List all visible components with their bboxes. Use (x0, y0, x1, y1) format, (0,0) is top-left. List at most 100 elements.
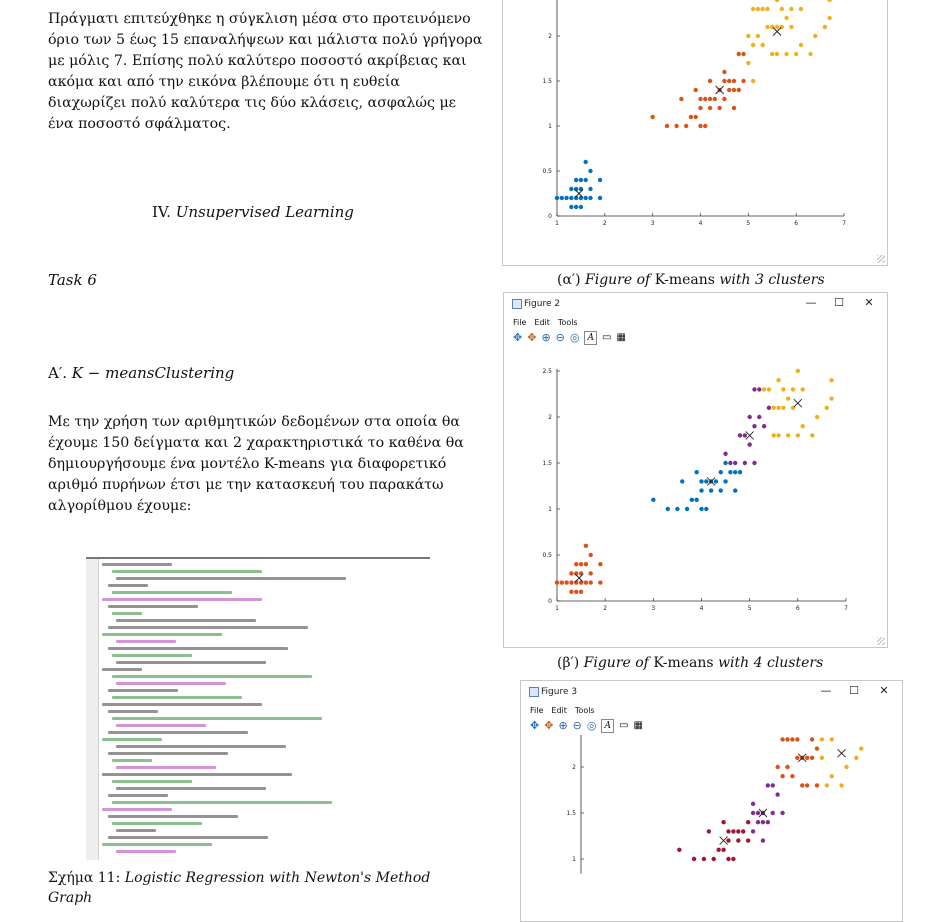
caption-text-cont: Graph (48, 890, 93, 906)
data-point (746, 33, 751, 39)
data-point (554, 580, 560, 585)
code-line (116, 766, 216, 769)
minimize-icon[interactable]: — (805, 296, 817, 309)
centroid-marker (772, 27, 782, 36)
data-cursor-icon[interactable]: ✥ (527, 331, 537, 344)
data-point (679, 96, 684, 102)
y-tick-label: 2 (548, 414, 552, 421)
data-point (569, 571, 574, 576)
data-point (814, 414, 820, 420)
centroid-marker (574, 189, 584, 198)
data-point (721, 847, 726, 852)
data-point (780, 810, 785, 816)
grid-icon[interactable]: ▦ (616, 332, 626, 343)
maximize-icon[interactable]: ☐ (834, 296, 844, 309)
data-point (569, 195, 574, 201)
x-tick-label: 4 (700, 605, 704, 612)
y-tick-label: 0.5 (542, 168, 552, 175)
data-point (588, 168, 593, 174)
code-line (112, 801, 332, 804)
task-label: Task 6 (48, 271, 97, 289)
text-insert-icon[interactable]: A (601, 719, 614, 733)
data-point (726, 829, 731, 834)
y-tick-label: 1 (572, 856, 576, 863)
data-point (750, 78, 756, 84)
code-line (112, 717, 322, 720)
close-icon[interactable]: ✕ (879, 684, 889, 697)
data-point (844, 764, 849, 770)
data-point (827, 0, 832, 3)
data-point (746, 60, 751, 66)
zoom-out-icon[interactable]: ⊖ (572, 719, 582, 732)
caption-label: (α′) (557, 272, 581, 288)
text-insert-icon[interactable]: A (584, 331, 597, 345)
data-point (829, 774, 834, 779)
x-tick-label: 6 (796, 605, 800, 612)
data-point (723, 479, 728, 484)
pan-icon[interactable]: ✥ (530, 719, 540, 732)
grid-icon[interactable]: ▦ (633, 720, 643, 731)
data-point (731, 856, 736, 862)
menu-bar: File Edit Tools (521, 703, 902, 717)
legend-icon[interactable]: ▭ (618, 720, 629, 731)
x-tick-label: 3 (651, 220, 655, 227)
data-point (731, 87, 737, 93)
menu-file[interactable]: File (530, 705, 544, 715)
data-point (728, 460, 733, 466)
y-tick-label: 1.5 (566, 810, 576, 817)
data-point (564, 580, 569, 585)
minimize-icon[interactable]: — (820, 684, 832, 697)
data-point (814, 746, 820, 751)
data-point (722, 96, 727, 102)
data-point (800, 387, 805, 392)
data-point (827, 15, 832, 21)
text-line: δημιουργήσουμε ένα μοντέλο K-means για δ… (48, 456, 447, 472)
data-point (776, 378, 781, 383)
menu-edit[interactable]: Edit (551, 705, 567, 715)
maximize-icon[interactable]: ☐ (849, 684, 859, 697)
data-point (583, 543, 589, 548)
zoom-reset-icon[interactable]: ◎ (586, 719, 597, 732)
pan-icon[interactable]: ✥ (513, 331, 523, 344)
code-line (102, 808, 172, 811)
caption-text: Figure of (585, 272, 651, 288)
menu-tools[interactable]: Tools (557, 317, 578, 327)
data-point (736, 829, 741, 834)
data-point (795, 433, 801, 438)
data-point (859, 746, 864, 751)
resize-grip[interactable] (877, 637, 885, 645)
y-tick-label: 1 (548, 506, 552, 513)
caption-name: K-means (654, 272, 715, 288)
data-point (770, 783, 775, 788)
code-line (112, 612, 142, 615)
figure-icon (529, 687, 539, 697)
data-point (583, 580, 589, 585)
resize-grip[interactable] (877, 255, 885, 263)
data-point (684, 506, 690, 512)
zoom-in-icon[interactable]: ⊕ (541, 331, 551, 344)
code-line (102, 738, 162, 741)
zoom-out-icon[interactable]: ⊖ (555, 331, 565, 344)
zoom-in-icon[interactable]: ⊕ (558, 719, 568, 732)
close-icon[interactable]: ✕ (864, 296, 874, 309)
data-point (736, 87, 741, 93)
legend-icon[interactable]: ▭ (601, 332, 612, 343)
menu-tools[interactable]: Tools (574, 705, 595, 715)
data-point (804, 783, 810, 788)
zoom-reset-icon[interactable]: ◎ (569, 331, 580, 344)
code-line (116, 787, 266, 790)
menu-file[interactable]: File (513, 317, 527, 327)
centroid-marker (715, 85, 724, 95)
data-point (736, 51, 741, 57)
x-tick-label: 5 (746, 220, 750, 227)
menu-edit[interactable]: Edit (534, 317, 550, 327)
data-point (733, 470, 738, 475)
data-point (569, 186, 574, 192)
data-point (664, 123, 670, 129)
data-point (731, 105, 737, 111)
data-cursor-icon[interactable]: ✥ (544, 719, 554, 732)
data-point (559, 580, 565, 585)
code-line (108, 836, 268, 839)
data-point (770, 51, 775, 57)
data-point (578, 204, 584, 210)
